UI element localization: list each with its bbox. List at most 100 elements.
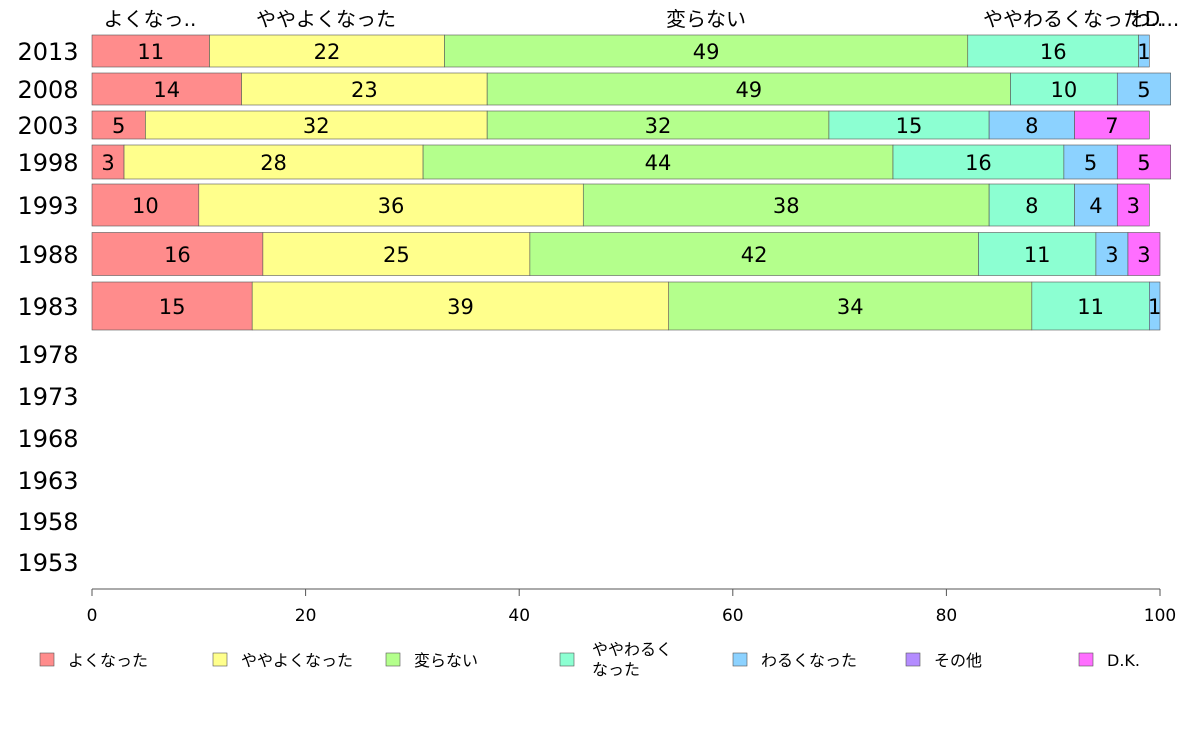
legend-swatch: [39, 652, 55, 667]
bar-value-label: 32: [645, 114, 672, 138]
bar-segment: [668, 281, 1033, 331]
bar-segment: [529, 232, 979, 276]
bar-segment: [91, 110, 146, 140]
legend-label: ややわるくなった: [592, 640, 672, 679]
legend-swatch: [212, 652, 228, 667]
bar-value-label: 7: [1105, 114, 1118, 138]
bar-segment: [988, 183, 1075, 227]
bar-value-label: 42: [741, 243, 768, 267]
bar-value-label: 5: [1084, 151, 1097, 175]
bar-segment: [91, 34, 210, 68]
legend-swatch: [559, 652, 575, 667]
bar-value-label: 1: [1137, 40, 1150, 64]
bar-segment: [486, 110, 830, 140]
bar-segment: [1127, 232, 1161, 276]
bar-value-label: 11: [137, 40, 164, 64]
bar-segment: [444, 34, 969, 68]
bar-value-label: 10: [132, 194, 159, 218]
x-tick-label: 100: [1144, 606, 1176, 626]
bar-value-label: 15: [896, 114, 923, 138]
x-tick-label: 80: [936, 606, 958, 626]
bar-segment: [91, 232, 264, 276]
category-label: 1988: [17, 241, 78, 269]
category-label: 1953: [17, 549, 78, 577]
bar-value-label: 5: [112, 114, 125, 138]
bar-segment: [1074, 110, 1150, 140]
bar-segment: [241, 72, 488, 106]
bar-segment: [91, 183, 200, 227]
bar-value-label: 11: [1024, 243, 1051, 267]
bar-value-label: 10: [1051, 78, 1078, 102]
bar-segment: [145, 110, 488, 140]
bar-value-label: 1: [1148, 295, 1161, 319]
category-label: 2003: [17, 112, 78, 140]
bar-segment: [123, 144, 424, 180]
bar-segment: [1116, 183, 1150, 227]
legend-swatch: [385, 652, 401, 667]
bar-segment: [1063, 144, 1118, 180]
bar-value-label: 14: [153, 78, 180, 102]
bar-segment: [1095, 232, 1129, 276]
bar-value-label: 49: [693, 40, 720, 64]
header-label: わ..: [1131, 7, 1164, 31]
x-tick-label: 20: [295, 606, 317, 626]
bar-value-label: 15: [159, 295, 186, 319]
x-tick-label: 60: [722, 606, 744, 626]
legend-swatch: [905, 652, 921, 667]
bar-segment: [209, 34, 445, 68]
bar-segment: [1074, 183, 1118, 227]
category-label: 2008: [17, 76, 78, 104]
header-label: ややよくなった: [256, 7, 396, 31]
bar-value-label: 23: [351, 78, 378, 102]
bar-segment: [198, 183, 584, 227]
bar-value-label: 44: [645, 151, 672, 175]
bar-value-label: 8: [1025, 114, 1038, 138]
bar-segment: [892, 144, 1065, 180]
bar-value-label: 36: [378, 194, 405, 218]
legend-label: D.K.: [1107, 651, 1140, 670]
category-label: 1993: [17, 192, 78, 220]
bar-value-label: 49: [735, 78, 762, 102]
bar-value-label: 3: [1137, 243, 1150, 267]
legend-label: よくなった: [68, 651, 148, 670]
bar-segment: [988, 110, 1075, 140]
bar-value-label: 11: [1077, 295, 1104, 319]
header-label: D...: [1145, 7, 1179, 31]
category-label: 2013: [17, 38, 78, 66]
category-label: 1968: [17, 425, 78, 453]
bar-segment: [1149, 281, 1161, 331]
category-label: 1978: [17, 341, 78, 369]
bar-segment: [486, 72, 1011, 106]
bar-segment: [1116, 144, 1171, 180]
legend-label: 変らない: [414, 651, 478, 670]
bar-value-label: 16: [965, 151, 992, 175]
bar-segment: [91, 144, 125, 180]
bar-segment: [422, 144, 894, 180]
header-label: 変らない: [666, 7, 746, 31]
x-tick-label: 40: [508, 606, 530, 626]
bar-value-label: 22: [314, 40, 341, 64]
legend-swatch: [1078, 652, 1094, 667]
bar-value-label: 5: [1137, 151, 1150, 175]
bar-value-label: 28: [260, 151, 287, 175]
bar-segment: [978, 232, 1097, 276]
category-label: 1983: [17, 293, 78, 321]
category-label: 1958: [17, 508, 78, 536]
bar-segment: [91, 281, 253, 331]
bar-value-label: 3: [1105, 243, 1118, 267]
legend-label: ややよくなった: [241, 651, 353, 670]
bar-value-label: 25: [383, 243, 410, 267]
legend-swatch: [732, 652, 748, 667]
bar-value-label: 8: [1025, 194, 1038, 218]
bar-value-label: 32: [303, 114, 330, 138]
legend-label: わるくなった: [761, 651, 857, 670]
header-label: ややわるくなった: [983, 7, 1143, 31]
bar-segment: [1031, 281, 1150, 331]
bar-value-label: 38: [773, 194, 800, 218]
bar-segment: [1116, 72, 1171, 106]
header-label: よくなっ..: [104, 7, 197, 31]
bar-value-label: 39: [447, 295, 474, 319]
bar-value-label: 3: [101, 151, 114, 175]
bar-segment: [251, 281, 670, 331]
